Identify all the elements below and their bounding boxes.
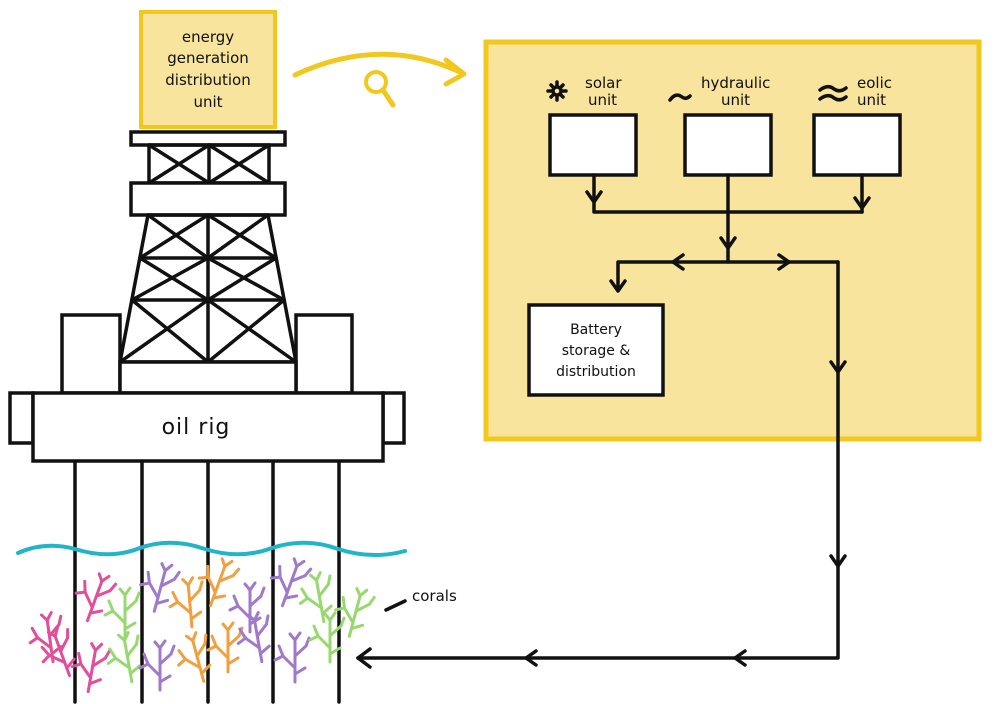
coral-sprig (74, 572, 118, 623)
coral-sprig (298, 571, 333, 624)
coral-sprig (334, 587, 376, 638)
energy-unit-line-2: generation (167, 49, 249, 67)
coral-sprig (228, 581, 266, 634)
rig-mid-deck (129, 181, 287, 217)
zoom-arrow (292, 51, 467, 87)
energy-unit-line-3: distribution (165, 71, 250, 89)
solar-unit-line-1: solar (585, 74, 622, 92)
distribution-bus (609, 253, 840, 293)
hydraulic-unit-box (683, 113, 773, 177)
coral-sprig (206, 621, 244, 674)
coral-sprig (70, 642, 112, 694)
eolic-unit: eolic unit (812, 74, 902, 177)
water-line (16, 540, 407, 558)
eolic-unit-line-1: eolic (857, 74, 892, 92)
wind-icon (818, 85, 848, 102)
rig-top-deck (129, 130, 287, 147)
return-wire (356, 260, 847, 669)
sun-icon (546, 80, 568, 102)
rig-tower-lattice (118, 213, 298, 364)
wave-icon (668, 93, 692, 102)
corals-callout: corals (384, 587, 457, 612)
coral-sprig (236, 611, 271, 664)
battery-box (527, 303, 665, 397)
rig-base-block (118, 360, 298, 395)
oil-rig: oil rig (8, 130, 406, 704)
coral-sprig (139, 562, 181, 613)
rig-right-block (294, 313, 354, 395)
rig-left-block (60, 313, 122, 395)
corals-label: corals (412, 587, 457, 605)
hydraulic-unit: hydraulic unit (668, 74, 773, 177)
rig-label: oil rig (162, 415, 231, 440)
solar-unit: solar unit (546, 74, 638, 177)
rig-hull (31, 391, 385, 463)
energy-unit-line-1: energy (182, 28, 234, 46)
rig-hull-right-cap (381, 391, 406, 445)
coral-sprig (138, 639, 176, 692)
corals (28, 557, 376, 694)
hydraulic-unit-line-1: hydraulic (701, 74, 770, 92)
magnifier-icon (364, 70, 396, 108)
coral-sprig (269, 557, 313, 608)
eolic-unit-line-2: unit (857, 91, 886, 109)
rig-hull-left-cap (8, 391, 35, 445)
coral-sprig (197, 557, 241, 608)
rig-upper-lattice (147, 143, 271, 185)
coral-sprig (308, 611, 346, 664)
battery-line-3: distribution (556, 364, 636, 380)
hydraulic-unit-line-2: unit (721, 91, 750, 109)
energy-unit-line-4: unit (193, 93, 222, 111)
coral-sprig (168, 576, 204, 629)
battery-line-2: storage & (562, 343, 631, 359)
eolic-unit-box (812, 113, 902, 177)
coral-sprig (106, 631, 141, 684)
battery-line-1: Battery (570, 322, 622, 338)
battery-storage: Battery storage & distribution (527, 303, 665, 397)
solar-unit-box (548, 113, 638, 177)
rig-legs (73, 458, 341, 704)
solar-unit-line-2: unit (588, 91, 617, 109)
coral-sprig (103, 586, 141, 639)
detail-panel: solar unit hydraulic unit eolic unit (483, 39, 982, 442)
coral-sprig (273, 631, 311, 684)
coral-sprig (177, 631, 212, 683)
collector-wiring (585, 173, 871, 264)
coral-sprig (40, 626, 76, 678)
energy-unit-box: energy generation distribution unit (139, 10, 277, 129)
